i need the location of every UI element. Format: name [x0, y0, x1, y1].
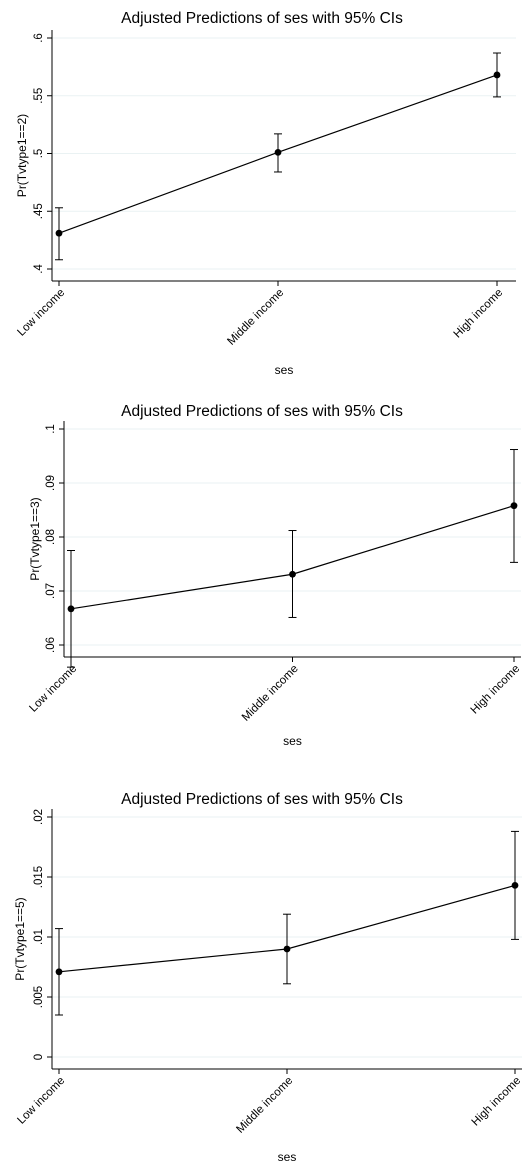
- y-axis-label: Pr(Tvtype1==5): [13, 897, 27, 980]
- x-tick-label: Middle income: [234, 1075, 295, 1136]
- x-tick-label: Middle income: [240, 663, 301, 724]
- y-tick-label: .01: [33, 929, 45, 945]
- y-tick-label: .015: [33, 866, 45, 888]
- x-tick-label: High income: [452, 287, 506, 341]
- y-tick-label: .45: [33, 203, 45, 219]
- y-axis-label: Pr(Tvtype1==2): [15, 114, 29, 197]
- chart-title: Adjusted Predictions of ses with 95% CIs: [121, 791, 403, 808]
- y-tick-label: .02: [33, 809, 45, 825]
- data-point: [67, 605, 75, 613]
- x-tick-label: Low income: [15, 1075, 67, 1127]
- x-tick-label: High income: [470, 1075, 524, 1129]
- y-tick-label: .1: [45, 424, 57, 434]
- chart-panel-1: Adjusted Predictions of ses with 95% CIs…: [0, 0, 524, 384]
- data-point: [493, 71, 501, 79]
- chart-title: Adjusted Predictions of ses with 95% CIs: [121, 10, 403, 27]
- x-axis-label: ses: [278, 1150, 297, 1164]
- data-point: [289, 570, 296, 578]
- data-point: [55, 968, 63, 976]
- y-tick-label: .09: [45, 475, 57, 491]
- y-tick-label: .4: [33, 264, 45, 274]
- x-tick-label: Low income: [15, 287, 67, 339]
- y-tick-label: .5: [33, 149, 45, 159]
- y-tick-label: .06: [45, 637, 57, 653]
- y-tick-label: .005: [33, 986, 45, 1008]
- chart-svg: Adjusted Predictions of ses with 95% CIs…: [15, 10, 516, 377]
- x-tick-label: Middle income: [225, 287, 286, 348]
- data-point: [511, 882, 519, 889]
- y-axis-label: Pr(Tvtype1==3): [28, 497, 42, 580]
- x-tick-label: Low income: [27, 663, 79, 715]
- y-tick-label: .6: [33, 33, 45, 43]
- data-point: [274, 148, 282, 156]
- data-point: [510, 502, 518, 510]
- data-point: [283, 945, 291, 953]
- x-tick-label: High income: [469, 663, 523, 717]
- chart-panel-3: Adjusted Predictions of ses with 95% CIs…: [0, 779, 524, 1168]
- x-axis-label: ses: [283, 734, 302, 748]
- chart-panel-2: Adjusted Predictions of ses with 95% CIs…: [0, 393, 524, 758]
- chart-svg: Adjusted Predictions of ses with 95% CIs…: [13, 791, 524, 1164]
- x-axis-label: ses: [275, 363, 294, 377]
- y-tick-label: 0: [33, 1054, 45, 1060]
- y-tick-label: .07: [45, 583, 57, 599]
- chart-title: Adjusted Predictions of ses with 95% CIs: [121, 403, 403, 420]
- data-point: [55, 229, 63, 237]
- chart-svg: Adjusted Predictions of ses with 95% CIs…: [27, 403, 523, 748]
- y-tick-label: .08: [45, 529, 57, 545]
- y-tick-label: .55: [33, 88, 45, 104]
